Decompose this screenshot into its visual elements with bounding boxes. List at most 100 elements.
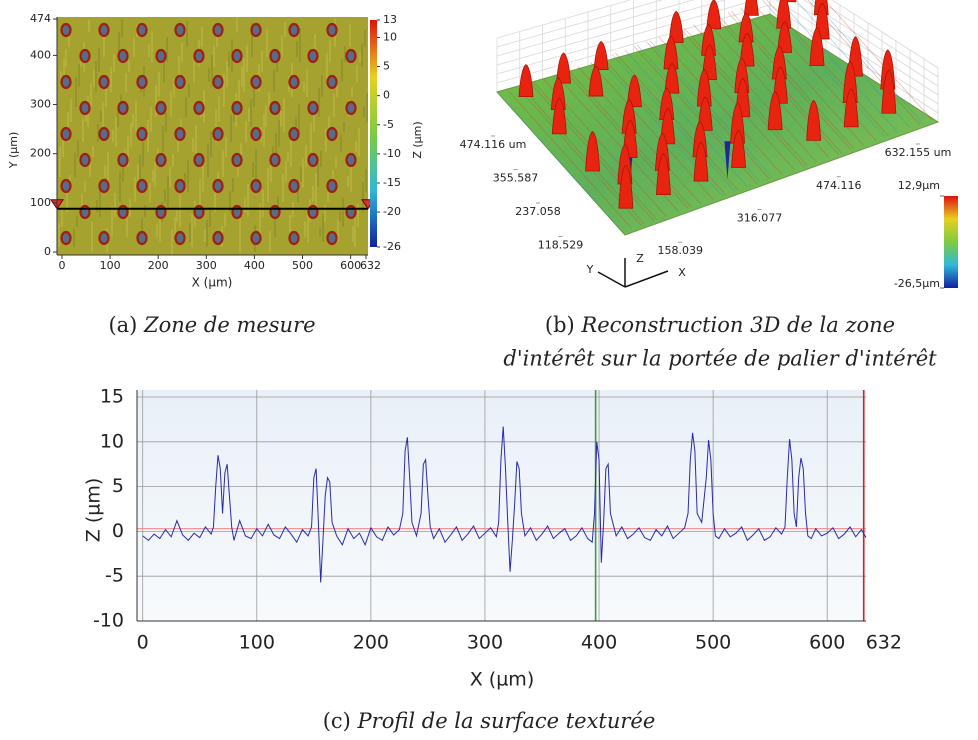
x-tick-label: 100 [239,632,275,654]
surface-peak [809,27,825,66]
surface-peak [881,69,897,114]
caption: (a) Zone de mesure [108,313,315,337]
dimple [136,126,148,142]
x-tick-label: 300 [467,632,503,654]
axis-tick-label: 316.077 [737,212,783,225]
dimple [307,100,319,116]
dimple [288,126,300,142]
dimple [212,230,224,246]
colorbar-tick-label: -26,5µm [894,277,940,290]
dimple [98,178,110,194]
dimple [326,22,338,38]
colorbar-tick-label: 5 [383,60,390,73]
panel-a: X (µm) Y (µm) Z (µm) 0 100 200 300 400 500 600… [7,12,424,290]
colorbar [944,196,958,288]
axis-tick-label: 355.587 [493,172,539,185]
x-tick-label: 100 [100,259,121,272]
surface-peak [843,88,859,128]
caption: (b) Reconstruction 3D de la zone [545,313,895,337]
dimple [231,152,243,168]
y-tick-label: 10 [100,430,124,452]
x-tick-label: 600 [809,632,845,654]
x-axis-label: X (µm) [192,276,233,290]
dimple [79,152,91,168]
surface-peak [743,0,759,16]
dimple [345,152,357,168]
surface-peak [664,62,680,94]
surface-peak [730,102,745,144]
colorbar [370,20,377,247]
axis-arrow [624,270,669,288]
surface-peak [806,99,822,141]
dimple [307,48,319,64]
dimple [174,126,186,142]
caption: (c) Profil de la surface texturée [323,709,656,733]
caption-label: (a) [108,313,137,337]
surface-peak [701,23,716,56]
surface-streak [499,94,623,233]
plot-area [137,390,866,621]
colorbar-tick-label: 13 [383,13,397,26]
dimple [136,230,148,246]
dimple [250,126,262,142]
surface-streak [671,32,795,171]
colorbar-tick-label: 0 [383,89,390,102]
dimple [326,230,338,246]
dimple [307,152,319,168]
dimple [79,100,91,116]
dimple [98,22,110,38]
surface-peak [518,64,534,98]
y-tick-label: 474 [30,12,51,25]
y-tick-label: -10 [93,610,124,632]
axis-name: Y [586,263,594,276]
surface-peak [556,52,572,84]
dimple [79,48,91,64]
axis-tick-label: 118.529 [538,239,584,252]
surface-streak [658,36,783,175]
dimple [174,230,186,246]
axis-tick-label: 474.116 um [460,138,527,151]
y-tick-label: 200 [30,147,51,160]
x-tick-label: 400 [581,632,617,654]
x-tick-label: 500 [695,632,731,654]
colorbar-tick-label: 12,9µm [898,179,940,192]
dimple [174,74,186,90]
surface-peak [777,21,793,53]
colorbar-tick-label: -15 [383,176,401,189]
dimple [326,74,338,90]
dimple [326,126,338,142]
panel-b: 474.116 um 355.587 237.058 118.529 632.155 u… [460,0,958,290]
surface-peak [776,0,792,29]
surface-peak [588,65,604,97]
dimple [250,230,262,246]
caption-text: Zone de mesure [143,313,316,337]
dimple [250,74,262,90]
axis-arrow [597,271,626,288]
dimple [212,126,224,142]
dimple [98,126,110,142]
colorbar-tick-label: -20 [383,205,401,218]
y-tick-label: 15 [100,386,124,408]
dimple [98,230,110,246]
dimple [269,152,281,168]
x-tick-label: 500 [292,259,313,272]
x-tick-label: 200 [148,259,169,272]
surface-peak [626,74,642,108]
x-tick-label: 632 [866,632,902,654]
dimple [136,178,148,194]
dimple [231,100,243,116]
y-tick-label: 5 [112,475,124,497]
dimple [193,152,205,168]
profile-line [142,426,867,583]
axis-name: X [678,266,686,279]
surface-peak [668,10,684,43]
caption-text: Profil de la surface texturée [357,709,656,733]
dimple [288,74,300,90]
x-tick-label: 632 [360,259,381,272]
dimple [60,230,72,246]
y-axis-label: Z (µm) [83,478,105,542]
surface-peak [696,69,712,107]
dimple [250,22,262,38]
dimple [117,152,129,168]
